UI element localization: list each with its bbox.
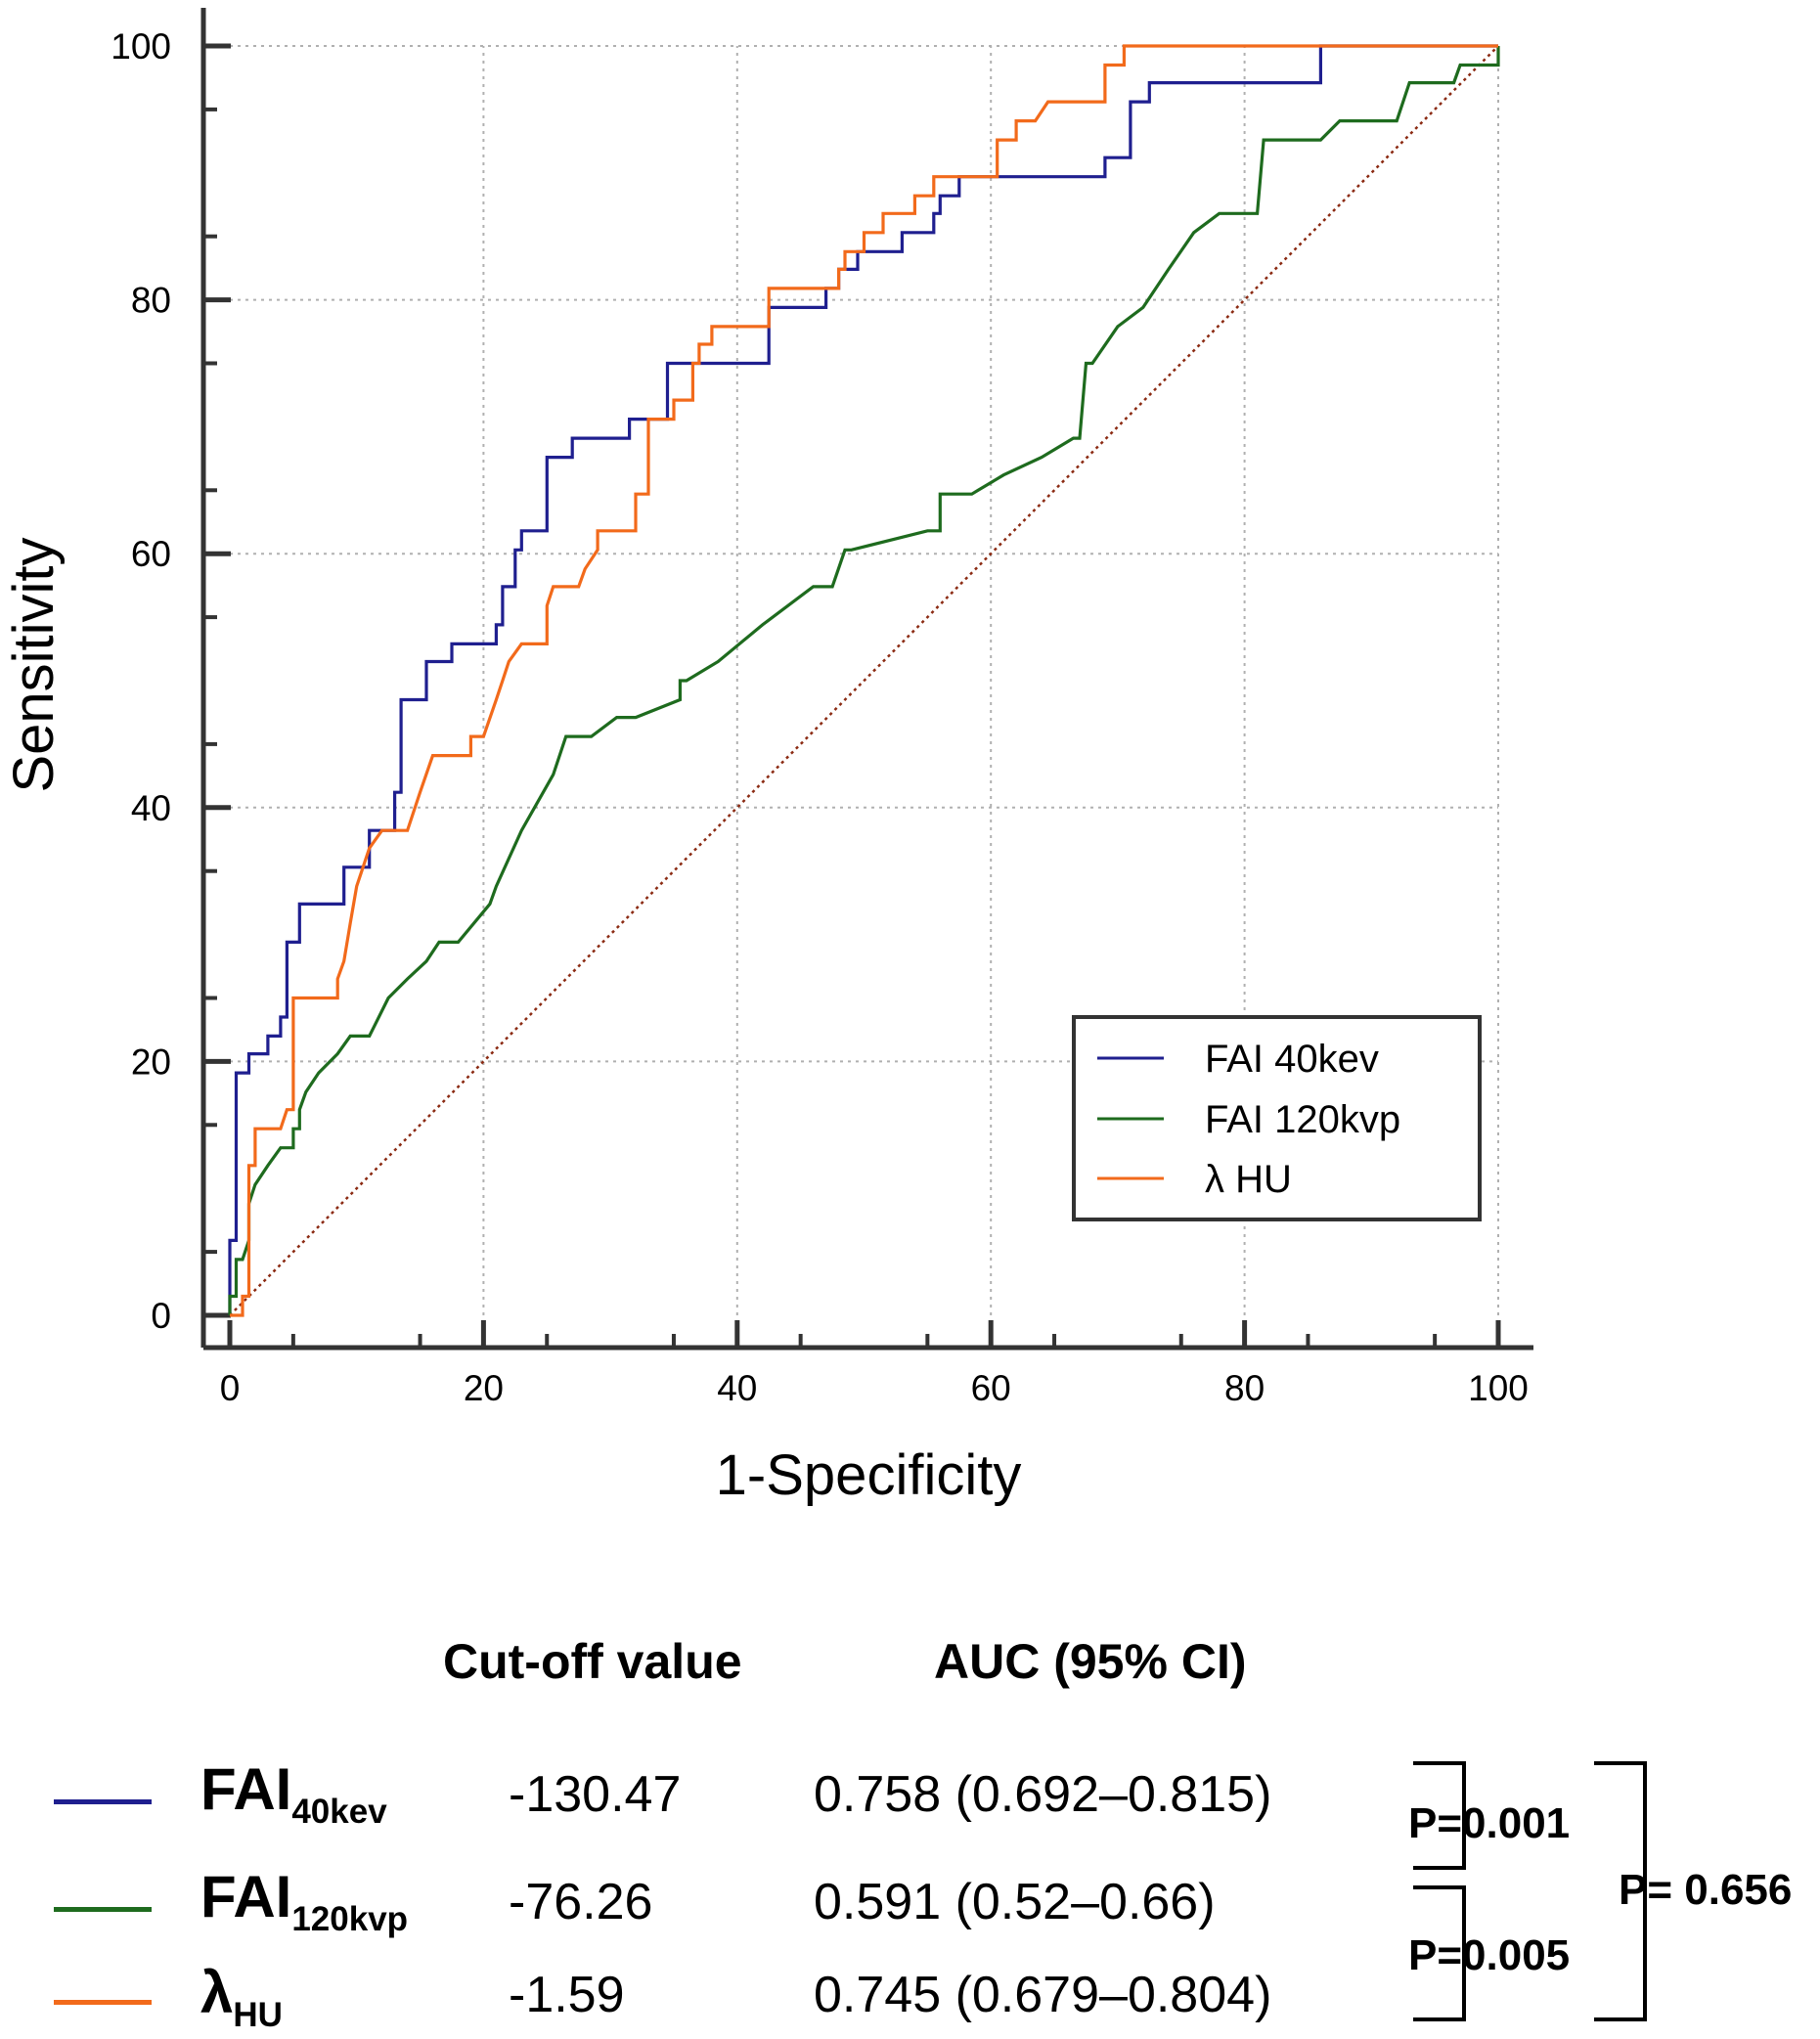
auc-value: 0.745 (0.679–0.804) bbox=[814, 1967, 1272, 2023]
row-swatch bbox=[54, 1799, 152, 1804]
y-tick-label: 0 bbox=[151, 1296, 171, 1336]
summary-table: Cut-off value AUC (95% CI) FAI40kev -130… bbox=[0, 1604, 1820, 2037]
roc-curve-fai-40kev bbox=[228, 44, 1498, 1315]
x-tick-label: 60 bbox=[971, 1368, 1011, 1408]
y-tick-label: 80 bbox=[131, 281, 171, 321]
roc-chart: 0 20 40 60 80 100 0 20 40 60 80 100 1-Specificity S… bbox=[2, 8, 1533, 1507]
legend-label-fai-40kev: FAI 40kev bbox=[1205, 1038, 1379, 1081]
cutoff-value: -76.26 bbox=[509, 1874, 653, 1930]
header-auc: AUC (95% CI) bbox=[934, 1634, 1247, 1689]
series-group bbox=[228, 44, 1500, 1317]
x-tick-label: 0 bbox=[220, 1368, 241, 1408]
y-axis-title: Sensitivity bbox=[2, 537, 66, 792]
x-tick-label: 40 bbox=[717, 1368, 757, 1408]
header-cutoff: Cut-off value bbox=[443, 1634, 742, 1689]
p-value-40kev-vs-lambda: P= 0.656 bbox=[1619, 1866, 1793, 1914]
x-tick-label: 20 bbox=[464, 1368, 504, 1408]
x-tick-label: 100 bbox=[1468, 1368, 1529, 1408]
p-value-40kev-vs-120kvp: P=0.001 bbox=[1408, 1799, 1571, 1847]
method-name: λHU bbox=[200, 1960, 283, 2034]
bracket-row1-row3 bbox=[1594, 1761, 1647, 2021]
summary-row-lambda-hu: λHU -1.59 0.745 (0.679–0.804) bbox=[0, 1941, 1820, 2039]
ticks: 0 20 40 60 80 100 0 20 40 60 80 100 bbox=[111, 26, 1529, 1408]
auc-value: 0.758 (0.692–0.815) bbox=[814, 1766, 1272, 1823]
reference-diagonal bbox=[229, 45, 1499, 1316]
legend: FAI 40kev FAI 120kvp λ HU bbox=[1072, 1015, 1482, 1221]
summary-row-fai-40kev: FAI40kev -130.47 0.758 (0.692–0.815) bbox=[0, 1746, 1820, 1843]
bracket-row2-row3 bbox=[1413, 1885, 1466, 2021]
comparison-brackets bbox=[1413, 1761, 1647, 2021]
cutoff-value: -130.47 bbox=[509, 1766, 682, 1823]
legend-label-lambda-hu: λ HU bbox=[1205, 1158, 1292, 1201]
row-swatch bbox=[54, 2000, 152, 2005]
y-tick-label: 40 bbox=[131, 788, 171, 828]
y-tick-label: 20 bbox=[131, 1042, 171, 1082]
roc-curve-fai-120kvp bbox=[228, 46, 1500, 1315]
y-tick-label: 100 bbox=[111, 26, 171, 66]
auc-value: 0.591 (0.52–0.66) bbox=[814, 1874, 1216, 1930]
method-name: FAI40kev bbox=[200, 1756, 387, 1831]
x-axis-title: 1-Specificity bbox=[716, 1443, 1022, 1507]
x-tick-label: 80 bbox=[1224, 1368, 1265, 1408]
bracket-row1-row2 bbox=[1413, 1761, 1466, 1870]
summary-row-fai-120kvp: FAI120kvp -76.26 0.591 (0.52–0.66) bbox=[0, 1853, 1820, 1951]
row-swatch bbox=[54, 1907, 152, 1912]
roc-curve-lambda-hu bbox=[230, 44, 1498, 1317]
method-name: FAI120kvp bbox=[200, 1864, 409, 1938]
p-value-120kvp-vs-lambda: P=0.005 bbox=[1408, 1931, 1571, 1979]
y-tick-label: 60 bbox=[131, 534, 171, 574]
legend-label-fai-120kvp: FAI 120kvp bbox=[1205, 1098, 1400, 1141]
cutoff-value: -1.59 bbox=[509, 1967, 625, 2023]
